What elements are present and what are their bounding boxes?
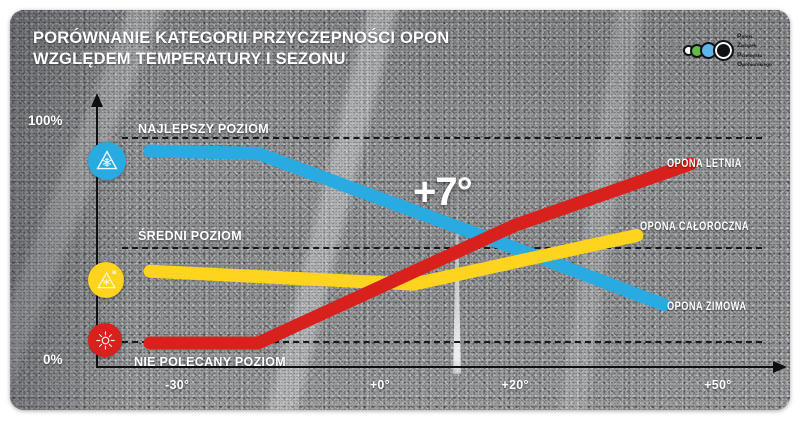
reference-line-best <box>122 137 762 139</box>
logo-dots <box>682 40 734 62</box>
series-line-opona-całoroczna <box>143 228 644 291</box>
series-label-opona-letnia: OPONA LETNIA <box>667 158 742 170</box>
x-axis-tick-3: +50° <box>704 378 732 392</box>
logo-line1-rest: olski <box>741 34 753 39</box>
x-axis-arrow-icon <box>773 361 787 373</box>
infographic-card: PORÓWNANIE KATEGORII PRZYCZEPNOŚCI OPON … <box>10 10 790 410</box>
reference-label-best: NAJLEPSZY POZIOM <box>138 122 269 136</box>
snowflake-mountain-glyph <box>96 150 118 170</box>
logo-line2-cap: Z <box>736 42 742 50</box>
pzpo-logo: Polski Związek Przemysłu Oponiarskiego <box>682 32 772 69</box>
logo-line1-cap: P <box>736 33 742 40</box>
series-label-opona-caloroczna: OPONA CAŁOROCZNA <box>640 221 750 233</box>
crossover-annotation: +7° <box>413 170 473 214</box>
mountain-sun-icon <box>88 262 124 298</box>
reference-label-mid: ŚREDNI POZIOM <box>138 229 242 243</box>
x-axis-tick-0: -30° <box>164 378 190 392</box>
y-axis-tick-100: 100% <box>28 113 63 128</box>
y-axis-arrow-icon <box>90 93 103 107</box>
logo-line4-rest: poniarskiego <box>742 62 772 68</box>
sun-icon <box>88 323 122 357</box>
logo-line4-cap: O <box>736 61 743 69</box>
logo-dot-black <box>712 40 734 62</box>
page-title: PORÓWNANIE KATEGORII PRZYCZEPNOŚCI OPON … <box>33 29 450 69</box>
reference-line-mid <box>122 247 762 249</box>
series-line-opona-zimowa <box>143 144 671 312</box>
reference-line-bad <box>122 341 762 343</box>
logo-line3-cap: P <box>736 51 742 59</box>
logo-line3-rest: rzemysłu <box>741 52 763 58</box>
road-stripe-decoration <box>453 206 461 374</box>
series-line-opona-letnia <box>143 157 698 350</box>
x-axis-tick-2: +20° <box>501 378 529 392</box>
series-label-opona-zimowa: OPONA ZIMOWA <box>667 301 747 313</box>
x-axis-tick-1: +0° <box>369 378 390 392</box>
logo-text: Polski Związek Przemysłu Oponiarskiego <box>737 32 772 69</box>
reference-label-bad: NIE POLECANY POZIOM <box>134 355 287 369</box>
logo-line2-rest: wiązek <box>741 43 757 49</box>
x-axis <box>96 366 778 369</box>
chart-plot-area: 100% 0% NAJLEPSZY POZIOM ŚREDNI POZIOM N… <box>10 10 790 410</box>
mountain-sun-glyph <box>96 269 116 288</box>
y-axis-tick-0: 0% <box>43 352 63 367</box>
y-axis <box>96 106 99 368</box>
snowflake-mountain-icon <box>88 142 126 180</box>
series-lines <box>143 144 698 350</box>
sun-glyph <box>95 330 115 350</box>
